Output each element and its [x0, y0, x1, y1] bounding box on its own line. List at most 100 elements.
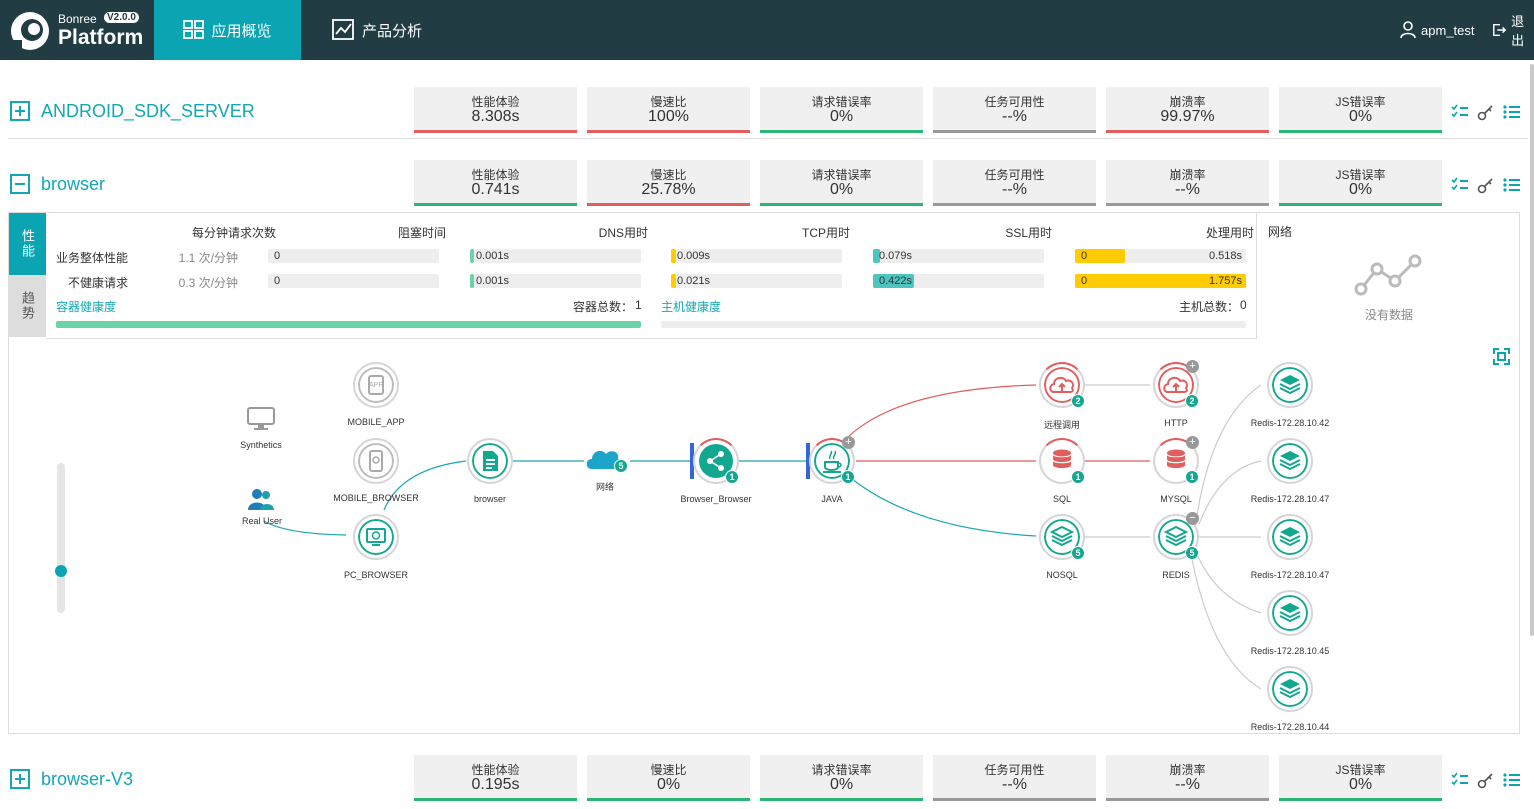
brand-small: Bonree — [58, 12, 97, 26]
collapse-node-icon[interactable]: − — [1186, 512, 1199, 525]
metric-card[interactable]: 任务可用性 --% — [933, 755, 1096, 801]
metric-label: 崩溃率 — [1169, 168, 1206, 182]
fit-view-icon — [1493, 348, 1510, 365]
metric-card[interactable]: 慢速比 25.78% — [587, 160, 750, 206]
host-health-link[interactable]: 主机健康度 — [661, 300, 722, 314]
node-pc-browser[interactable] — [353, 514, 399, 560]
network-panel: 网络 没有数据 — [1256, 213, 1520, 339]
bar-fill — [1075, 274, 1246, 288]
bar-value: 0.021s — [677, 275, 711, 287]
bar-value: 0.422s — [879, 275, 913, 287]
expand-node-icon[interactable]: + — [1186, 360, 1199, 373]
metric-card[interactable]: 性能体验 0.195s — [414, 755, 577, 801]
metric-label: 崩溃率 — [1169, 95, 1206, 109]
layers-icon — [1272, 671, 1308, 707]
topology-map: APP MOBILE_APP Synthetics MOBILE_BROWSER… — [46, 339, 1520, 734]
expand-toggle[interactable] — [10, 101, 30, 121]
key-icon[interactable] — [1477, 771, 1495, 789]
no-data-text: 没有数据 — [1365, 308, 1414, 322]
metric-value: 100% — [648, 108, 689, 125]
node-redis[interactable]: 5 − — [1153, 512, 1199, 560]
node-sql[interactable]: 1 — [1039, 438, 1085, 484]
app-name[interactable]: browser-V3 — [41, 769, 134, 789]
node-mysql[interactable]: 1 + — [1153, 436, 1199, 484]
tab-performance[interactable]: 性能 — [9, 213, 46, 275]
node-mobile-browser[interactable] — [353, 438, 399, 484]
bar-value-left: 0 — [1081, 275, 1088, 287]
key-icon[interactable] — [1477, 103, 1495, 121]
layers-icon — [1272, 443, 1308, 479]
node-network[interactable]: 5 — [584, 445, 630, 479]
metric-value: --% — [1175, 181, 1200, 198]
tab-trend[interactable]: 趋势 — [9, 275, 46, 337]
node-mobile-app[interactable]: APP — [353, 362, 399, 408]
node-redis-instance[interactable] — [1267, 666, 1313, 712]
container-total-label: 容器总数： — [573, 300, 634, 314]
checklist-icon[interactable] — [1451, 771, 1469, 789]
expand-node-icon[interactable]: + — [842, 436, 855, 449]
metric-card[interactable]: 慢速比 0% — [587, 755, 750, 801]
key-icon[interactable] — [1477, 176, 1495, 194]
list-icon[interactable] — [1503, 103, 1521, 121]
collapse-toggle[interactable] — [10, 174, 30, 194]
app-detail-panel: 性能 趋势 每分钟请求次数 阻塞时间 DNS用时 TCP用时 SSL用时 处理用… — [8, 212, 1520, 734]
node-label: PC_BROWSER — [343, 570, 408, 580]
cloud-upload-icon — [1158, 367, 1194, 403]
list-icon[interactable] — [1503, 176, 1521, 194]
checklist-icon[interactable] — [1451, 176, 1469, 194]
metric-card[interactable]: 请求错误率 0% — [760, 87, 923, 133]
checklist-icon[interactable] — [1451, 103, 1469, 121]
metric-card[interactable]: JS错误率 0% — [1279, 160, 1442, 206]
node-browser[interactable] — [467, 438, 513, 484]
node-real-user[interactable] — [242, 484, 282, 518]
metric-card[interactable]: 任务可用性 --% — [933, 160, 1096, 206]
app-name[interactable]: ANDROID_SDK_SERVER — [41, 101, 255, 121]
metric-card[interactable]: 崩溃率 --% — [1106, 755, 1269, 801]
node-browser-browser[interactable]: 1 — [693, 438, 739, 484]
expand-toggle[interactable] — [10, 769, 30, 789]
dns-bar: 0.001s — [470, 249, 641, 263]
bar-fill — [671, 274, 676, 288]
node-redis-instance[interactable] — [1267, 362, 1313, 408]
document-icon — [472, 443, 508, 479]
metric-card[interactable]: JS错误率 0% — [1279, 755, 1442, 801]
metric-card[interactable]: 请求错误率 0% — [760, 160, 923, 206]
header-rpm: 每分钟请求次数 — [191, 226, 276, 240]
node-synthetics[interactable] — [238, 402, 278, 436]
metric-card[interactable]: 性能体验 8.308s — [414, 87, 577, 133]
node-redis-instance[interactable] — [1267, 514, 1313, 560]
metric-card[interactable]: 慢速比 100% — [587, 87, 750, 133]
metric-card[interactable]: 请求错误率 0% — [760, 755, 923, 801]
logout-button[interactable]: 退出 — [1492, 0, 1534, 60]
node-badge: 2 — [1071, 394, 1085, 408]
container-health-link[interactable]: 容器健康度 — [56, 300, 117, 314]
metric-card[interactable]: 崩溃率 --% — [1106, 160, 1269, 206]
expand-node-icon[interactable]: + — [1186, 436, 1199, 449]
metric-card[interactable]: 崩溃率 99.97% — [1106, 87, 1269, 133]
user-menu[interactable]: apm_test — [1400, 0, 1474, 60]
bonree-logo[interactable]: Bonree V2.0.0 Platform — [8, 8, 148, 54]
node-label: Browser_Browser — [680, 494, 752, 504]
node-redis-instance[interactable] — [1267, 590, 1313, 636]
dns-bar: 0.001s — [470, 274, 641, 288]
metric-card[interactable]: JS错误率 0% — [1279, 87, 1442, 133]
metric-value: 0% — [829, 108, 854, 125]
row-actions — [1451, 771, 1523, 789]
node-java[interactable]: 1 + — [809, 436, 855, 484]
bar-value: 0.001s — [476, 250, 510, 262]
nav-product-analysis[interactable]: 产品分析 — [332, 0, 442, 60]
header-block: 阻塞时间 — [397, 226, 446, 240]
node-http[interactable]: 2 + — [1153, 360, 1199, 408]
node-nosql[interactable]: 5 — [1039, 514, 1085, 560]
node-remote-call[interactable]: 2 — [1039, 362, 1085, 408]
scrollbar[interactable] — [1530, 64, 1534, 636]
metric-label: 任务可用性 — [984, 168, 1045, 182]
nav-app-overview[interactable]: 应用概览 — [154, 0, 301, 60]
bar-fill — [1075, 249, 1125, 263]
metric-card[interactable]: 任务可用性 --% — [933, 87, 1096, 133]
svg-text:APP: APP — [369, 382, 383, 389]
app-name[interactable]: browser — [41, 174, 106, 194]
node-redis-instance[interactable] — [1267, 438, 1313, 484]
list-icon[interactable] — [1503, 771, 1521, 789]
metric-card[interactable]: 性能体验 0.741s — [414, 160, 577, 206]
